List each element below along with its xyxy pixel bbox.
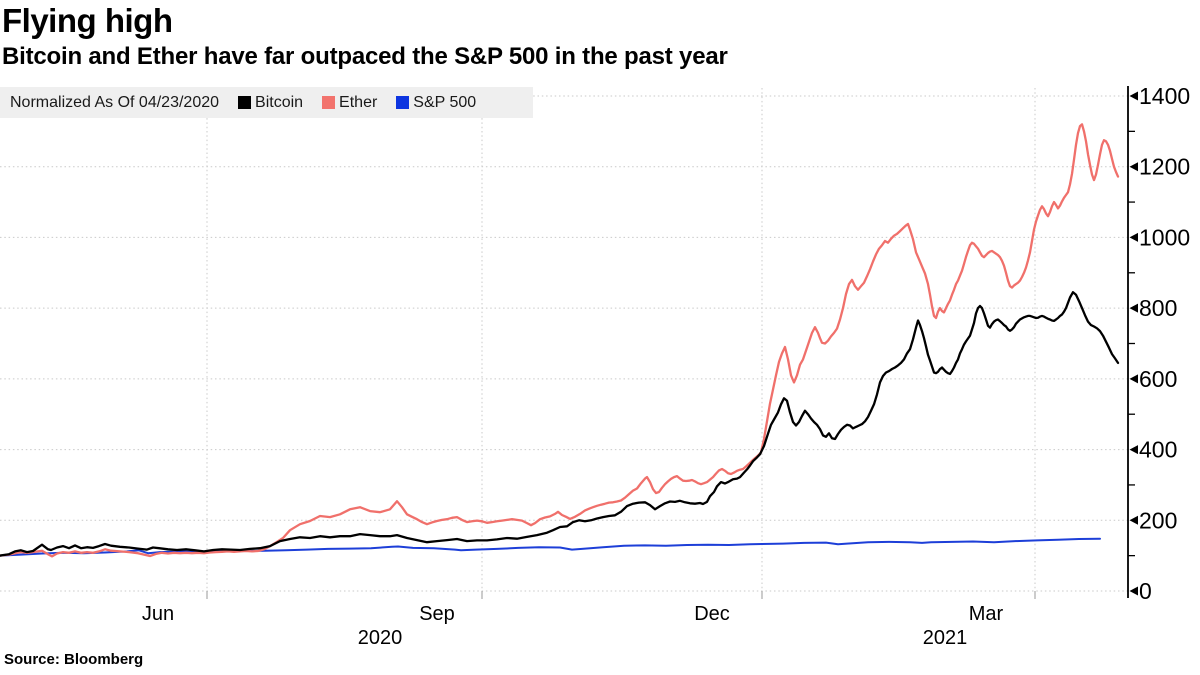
x-axis-month-label: Mar bbox=[969, 603, 1004, 625]
y-axis-label: 800 bbox=[1139, 295, 1177, 321]
y-axis-label: 200 bbox=[1139, 507, 1177, 533]
legend-item-label: S&P 500 bbox=[413, 93, 477, 111]
y-axis-tick-arrow-icon bbox=[1129, 303, 1138, 313]
x-axis-month-label: Jun bbox=[142, 603, 174, 625]
y-axis-label: 1000 bbox=[1139, 224, 1190, 250]
y-axis-tick-arrow-icon bbox=[1129, 515, 1138, 525]
legend-swatch-icon bbox=[322, 96, 336, 109]
legend-item-label: Ether bbox=[339, 93, 378, 111]
source-attribution: Source: Bloomberg bbox=[4, 651, 144, 668]
y-axis-tick-arrow-icon bbox=[1129, 445, 1138, 455]
legend-item-label: Bitcoin bbox=[255, 93, 304, 111]
x-axis-year-label: 2021 bbox=[923, 627, 968, 649]
y-axis-tick-arrow-icon bbox=[1129, 91, 1138, 101]
y-axis-tick-arrow-icon bbox=[1129, 586, 1138, 596]
y-axis-label: 400 bbox=[1139, 437, 1177, 463]
series-line-bitcoin bbox=[0, 291, 1120, 557]
y-axis-label: 1400 bbox=[1139, 83, 1190, 109]
legend-swatch-icon bbox=[238, 96, 252, 109]
y-axis-label: 1200 bbox=[1139, 154, 1190, 180]
y-axis-tick-arrow-icon bbox=[1129, 232, 1138, 242]
x-axis-year-label: 2020 bbox=[358, 627, 403, 649]
y-axis-tick-arrow-icon bbox=[1129, 162, 1138, 172]
series-line-s-p-500 bbox=[0, 537, 1101, 557]
legend-item-ether: Ether bbox=[322, 94, 377, 112]
y-axis-tick-arrow-icon bbox=[1129, 374, 1138, 384]
x-axis-month-label: Dec bbox=[694, 603, 730, 625]
legend-item-bitcoin: Bitcoin bbox=[238, 94, 303, 112]
series-line-ether bbox=[0, 123, 1120, 558]
legend-swatch-icon bbox=[396, 96, 410, 109]
chart-legend: Normalized As Of 04/23/2020 Bitcoin Ether… bbox=[0, 87, 533, 118]
legend-note: Normalized As Of 04/23/2020 bbox=[10, 93, 220, 111]
page-title: Flying high bbox=[2, 2, 173, 39]
legend-items: Bitcoin Ether S&P 500 bbox=[238, 94, 476, 112]
legend-item-s-p-500: S&P 500 bbox=[396, 94, 476, 112]
chart-header: Flying high Bitcoin and Ether have far o… bbox=[2, 2, 728, 71]
y-axis-label: 0 bbox=[1139, 578, 1152, 604]
chart-subtitle: Bitcoin and Ether have far outpaced the … bbox=[2, 43, 728, 70]
x-axis-month-label: Sep bbox=[419, 603, 455, 625]
y-axis-label: 600 bbox=[1139, 366, 1177, 392]
